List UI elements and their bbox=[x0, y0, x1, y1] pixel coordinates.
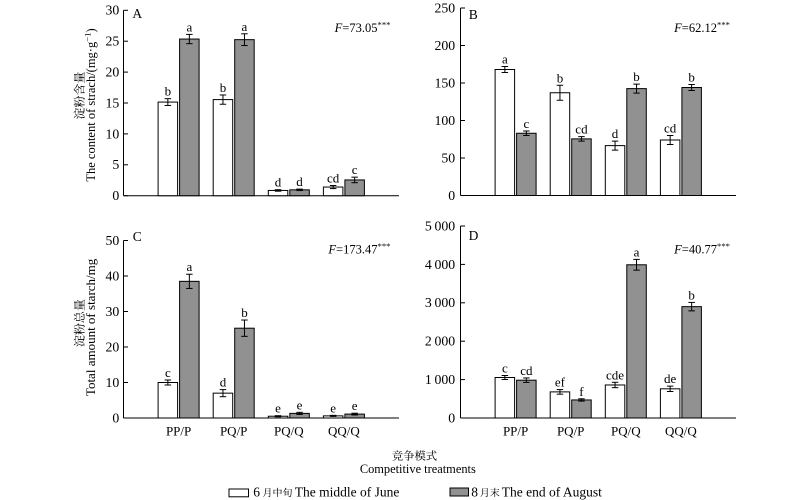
svg-text:A: A bbox=[132, 6, 142, 21]
svg-text:8: 8 bbox=[471, 484, 478, 499]
svg-text:c: c bbox=[523, 116, 529, 131]
svg-text:F=173.47***: F=173.47*** bbox=[327, 241, 390, 257]
svg-text:b: b bbox=[165, 84, 172, 99]
svg-text:b: b bbox=[633, 69, 640, 84]
svg-text:1 000: 1 000 bbox=[425, 372, 455, 387]
svg-text:a: a bbox=[242, 19, 248, 34]
svg-text:F=62.12***: F=62.12*** bbox=[673, 20, 730, 36]
svg-text:cd: cd bbox=[327, 171, 340, 186]
svg-text:30: 30 bbox=[106, 304, 120, 319]
svg-text:a: a bbox=[502, 52, 508, 67]
svg-text:c: c bbox=[502, 360, 508, 375]
svg-text:cd: cd bbox=[664, 121, 677, 136]
svg-text:2 000: 2 000 bbox=[425, 334, 455, 349]
svg-text:100: 100 bbox=[434, 113, 455, 128]
svg-text:0: 0 bbox=[448, 188, 455, 203]
svg-text:QQ/Q: QQ/Q bbox=[665, 424, 697, 439]
svg-text:0: 0 bbox=[448, 410, 455, 425]
svg-text:20: 20 bbox=[106, 339, 120, 354]
svg-text:PQ/P: PQ/P bbox=[220, 424, 247, 439]
svg-text:F=40.77***: F=40.77*** bbox=[673, 241, 730, 257]
svg-text:PQ/Q: PQ/Q bbox=[611, 424, 641, 439]
svg-text:PQ/P: PQ/P bbox=[557, 424, 584, 439]
svg-text:PP/P: PP/P bbox=[503, 424, 528, 439]
svg-text:c: c bbox=[165, 365, 171, 380]
svg-text:f: f bbox=[579, 384, 584, 399]
svg-text:QQ/Q: QQ/Q bbox=[328, 424, 360, 439]
svg-text:250: 250 bbox=[434, 0, 455, 15]
svg-text:d: d bbox=[220, 375, 227, 390]
svg-text:c: c bbox=[352, 162, 358, 177]
svg-text:Competitive treatments: Competitive treatments bbox=[360, 462, 476, 476]
svg-text:50: 50 bbox=[441, 150, 455, 165]
svg-text:b: b bbox=[688, 287, 695, 302]
svg-text:10: 10 bbox=[106, 126, 120, 141]
svg-text:PP/P: PP/P bbox=[166, 424, 191, 439]
svg-text:d: d bbox=[612, 126, 619, 141]
svg-text:0: 0 bbox=[112, 410, 119, 425]
svg-text:e: e bbox=[297, 397, 303, 412]
svg-text:20: 20 bbox=[106, 65, 120, 80]
svg-text:ef: ef bbox=[555, 375, 566, 390]
svg-text:Total amount of starch/mg: Total amount of starch/mg bbox=[83, 258, 98, 396]
svg-text:e: e bbox=[330, 400, 336, 415]
svg-text:3 000: 3 000 bbox=[425, 295, 455, 310]
svg-text:a: a bbox=[634, 244, 640, 259]
svg-text:C: C bbox=[133, 229, 142, 244]
svg-text:b: b bbox=[557, 70, 564, 85]
svg-text:F=73.05***: F=73.05*** bbox=[334, 20, 391, 36]
svg-text:a: a bbox=[186, 259, 192, 274]
svg-text:b: b bbox=[688, 70, 695, 85]
svg-text:d: d bbox=[275, 175, 282, 190]
svg-text:b: b bbox=[241, 305, 248, 320]
svg-text:6: 6 bbox=[253, 484, 260, 499]
svg-text:B: B bbox=[469, 7, 478, 22]
svg-text:The content of strach/(mg·g−1): The content of strach/(mg·g−1) bbox=[82, 28, 98, 181]
svg-text:5 000: 5 000 bbox=[425, 218, 455, 233]
svg-text:0: 0 bbox=[112, 188, 119, 203]
svg-text:5: 5 bbox=[112, 157, 119, 172]
svg-text:e: e bbox=[352, 398, 358, 413]
svg-text:200: 200 bbox=[434, 38, 455, 53]
svg-text:10: 10 bbox=[106, 375, 120, 390]
svg-text:30: 30 bbox=[106, 3, 120, 18]
svg-text:e: e bbox=[275, 401, 281, 416]
svg-text:cd: cd bbox=[520, 363, 533, 378]
svg-text:cde: cde bbox=[606, 367, 624, 382]
svg-text:25: 25 bbox=[106, 34, 120, 49]
svg-text:de: de bbox=[664, 371, 677, 386]
svg-text:The middle of June: The middle of June bbox=[295, 484, 400, 499]
svg-text:150: 150 bbox=[434, 75, 455, 90]
svg-text:15: 15 bbox=[106, 95, 120, 110]
svg-text:50: 50 bbox=[106, 233, 120, 248]
svg-text:d: d bbox=[296, 174, 303, 189]
svg-text:4 000: 4 000 bbox=[425, 257, 455, 272]
svg-text:a: a bbox=[186, 19, 192, 34]
svg-text:D: D bbox=[469, 228, 479, 243]
svg-text:cd: cd bbox=[575, 122, 588, 137]
svg-text:40: 40 bbox=[106, 268, 120, 283]
svg-text:b: b bbox=[220, 80, 227, 95]
svg-text:PQ/Q: PQ/Q bbox=[274, 424, 304, 439]
svg-text:The end of August: The end of August bbox=[502, 484, 602, 499]
